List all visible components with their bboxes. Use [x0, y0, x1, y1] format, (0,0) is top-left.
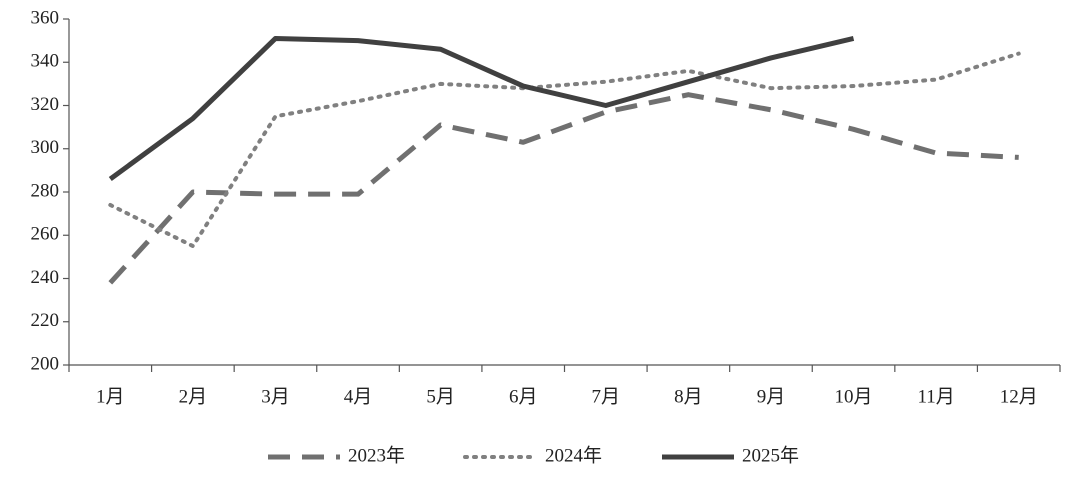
- x-tick-label: 12月: [1000, 386, 1038, 407]
- y-tick-label: 200: [31, 353, 60, 374]
- y-tick-label: 240: [31, 267, 60, 288]
- x-tick-label: 2月: [179, 386, 208, 407]
- y-tick-label: 340: [31, 51, 60, 72]
- x-tick-label: 1月: [96, 386, 125, 407]
- x-tick-label: 11月: [917, 386, 954, 407]
- x-tick-label: 3月: [261, 386, 290, 407]
- series-line: [108, 51, 1021, 249]
- legend-label: 2024年: [545, 444, 602, 466]
- x-tick-label: 7月: [592, 386, 621, 407]
- y-tick-label: 300: [31, 137, 60, 158]
- x-tick-label: 6月: [509, 386, 538, 407]
- x-tick-label: 8月: [674, 386, 703, 407]
- x-tick-label: 10月: [835, 386, 873, 407]
- x-tick-label: 5月: [426, 386, 455, 407]
- y-tick-label: 220: [31, 310, 60, 331]
- series-line: [108, 92, 1019, 285]
- x-tick-label: 9月: [757, 386, 786, 407]
- y-tick-label: 320: [31, 94, 60, 115]
- legend-label: 2023年: [348, 444, 405, 466]
- series-line: [108, 35, 855, 182]
- y-tick-label: 360: [31, 7, 60, 28]
- y-tick-label: 260: [31, 224, 60, 245]
- x-tick-label: 4月: [344, 386, 373, 407]
- legend-label: 2025年: [742, 444, 799, 466]
- y-tick-label: 280: [31, 180, 60, 201]
